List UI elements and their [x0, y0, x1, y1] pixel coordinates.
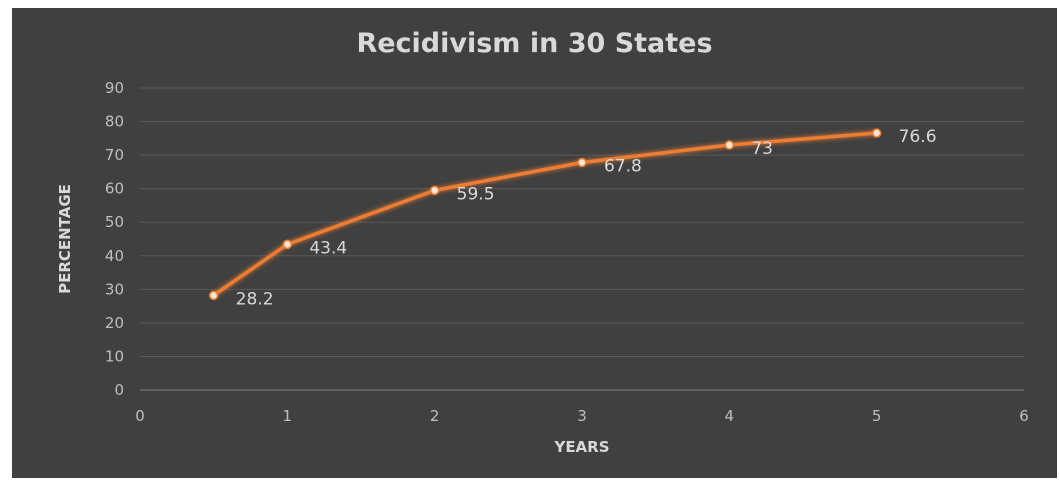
y-tick-label: 20	[105, 314, 124, 332]
x-tick-label: 4	[725, 407, 735, 425]
y-tick-label: 80	[105, 113, 124, 131]
y-tick-label: 30	[105, 280, 124, 298]
x-tick-label: 1	[283, 407, 293, 425]
data-point	[282, 239, 293, 250]
chart-title: Recidivism in 30 States	[356, 28, 713, 59]
y-tick-label: 90	[105, 79, 124, 97]
data-label: 76.6	[899, 127, 937, 147]
x-tick-label: 3	[577, 407, 587, 425]
x-tick-label: 5	[872, 407, 882, 425]
data-point	[429, 185, 440, 196]
data-label: 28.2	[236, 289, 274, 309]
data-label: 73	[751, 139, 773, 159]
series-line	[212, 131, 877, 297]
data-label: 67.8	[604, 156, 642, 176]
data-point	[577, 157, 587, 168]
y-tick-label: 10	[105, 347, 124, 365]
x-axis-title: YEARS	[553, 438, 609, 456]
y-tick-label: 40	[105, 247, 124, 265]
x-tick-label: 6	[1019, 407, 1029, 425]
chart-area: Recidivism in 30 States 0 10 20 30 40 50 60 70 8…	[12, 8, 1057, 478]
data-label: 59.5	[457, 184, 495, 204]
x-tick-label: 2	[430, 407, 440, 425]
data-point	[724, 140, 735, 150]
chart-plot: 0 10 20 30 40 50 60 70 80 90 0 1 2 3 4 5 6 YEARS PERCENTAG…	[56, 79, 1029, 456]
y-tick-label: 50	[105, 213, 124, 231]
y-tick-label: 60	[105, 180, 124, 198]
x-tick-label: 0	[135, 407, 145, 425]
data-label: 43.4	[309, 238, 347, 258]
y-axis-title: PERCENTAGE	[56, 184, 74, 294]
data-point	[871, 128, 882, 138]
y-tick-label: 0	[114, 381, 124, 399]
y-tick-label: 70	[105, 146, 124, 164]
data-point	[208, 290, 219, 301]
